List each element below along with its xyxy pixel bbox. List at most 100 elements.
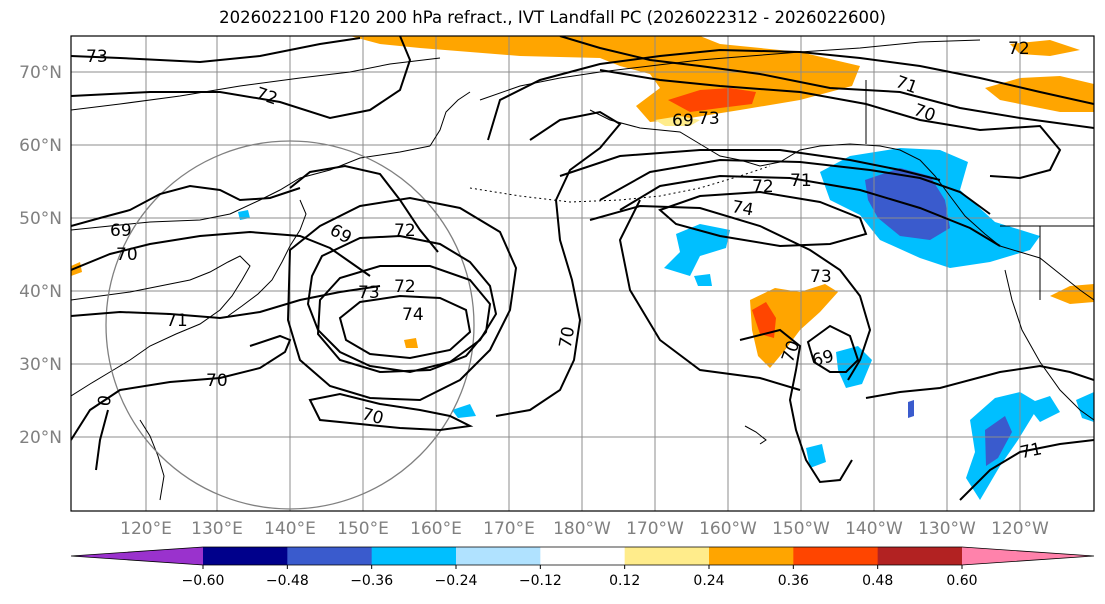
contour-label: 72 bbox=[253, 84, 280, 110]
positive-anomaly-east bbox=[1050, 284, 1094, 304]
contour-70-south-mid bbox=[618, 199, 801, 391]
positive-anomaly-arctic-core bbox=[668, 88, 756, 112]
lon-label: 120°E bbox=[120, 519, 172, 539]
colorbar-tick-label: −0.48 bbox=[266, 573, 309, 589]
contour-label: 70 bbox=[206, 371, 228, 391]
colorbar-segment bbox=[709, 547, 794, 565]
contour-70-center bbox=[495, 110, 622, 417]
contour-71-west bbox=[71, 285, 381, 320]
latitude-labels: 70°N 60°N 50°N 40°N 30°N 20°N bbox=[19, 63, 62, 448]
contour-label: 69 bbox=[326, 220, 355, 248]
colorbar-extend-low bbox=[71, 547, 203, 565]
lon-label: 160°E bbox=[410, 519, 462, 539]
lat-label: 40°N bbox=[19, 282, 62, 302]
coast-philippines bbox=[139, 419, 165, 501]
colorbar-tick-label: −0.12 bbox=[519, 573, 562, 589]
colorbar-segment bbox=[287, 547, 373, 565]
negative-anomaly-south bbox=[836, 346, 872, 388]
lon-label: 170°W bbox=[626, 519, 684, 539]
contour-70-ring bbox=[286, 196, 518, 402]
negative-anomaly-central-2 bbox=[694, 274, 712, 286]
contour-71-arctic bbox=[559, 36, 1094, 129]
contour-72-north bbox=[71, 36, 412, 120]
contour-70-mid bbox=[739, 328, 853, 484]
positive-anomaly-arctic-edge bbox=[655, 116, 700, 126]
colorbar-segment bbox=[877, 547, 963, 565]
positive-anomaly-west-edge bbox=[71, 262, 82, 276]
negative-anomaly-south-5 bbox=[1076, 392, 1094, 422]
lon-label: 160°W bbox=[699, 519, 757, 539]
contour-label: 72 bbox=[1008, 39, 1030, 59]
colorbar-tick-label: −0.60 bbox=[182, 573, 225, 589]
contour-label: 0 bbox=[94, 394, 116, 408]
contour-label: 72 bbox=[394, 277, 416, 297]
colorbar-segment bbox=[203, 547, 288, 565]
contour-label: 69 bbox=[672, 111, 694, 131]
lat-label: 20°N bbox=[19, 428, 62, 448]
contour-label: 71 bbox=[790, 171, 812, 191]
contour-70-arctic bbox=[599, 69, 1062, 180]
contour-71-east bbox=[559, 149, 941, 181]
lon-label: 140°W bbox=[845, 519, 903, 539]
colorbar-extend-high bbox=[962, 547, 1094, 565]
coast-arctic bbox=[479, 39, 981, 101]
contour-71-southeast-2 bbox=[959, 439, 1094, 501]
lat-label: 70°N bbox=[19, 63, 62, 83]
figure-title: 2026022100 F120 200 hPa refract., IVT La… bbox=[219, 8, 886, 27]
colorbar-tick-label: −0.36 bbox=[350, 573, 393, 589]
negative-anomaly-small-2 bbox=[452, 404, 476, 418]
contour-69-japan bbox=[289, 164, 439, 253]
contour-71-south-east bbox=[865, 364, 1094, 399]
lon-label: 130°E bbox=[191, 519, 243, 539]
coast-japan bbox=[227, 199, 307, 317]
refractivity-contours bbox=[71, 36, 1094, 501]
contour-label: 70 bbox=[116, 245, 138, 265]
colorbar-tick-label: −0.24 bbox=[435, 573, 478, 589]
coast-hawaii bbox=[744, 425, 767, 445]
coast-asia-east bbox=[71, 145, 431, 231]
longitude-labels: 120°E 130°E 140°E 150°E 160°E 170°E 180°… bbox=[120, 519, 1049, 539]
contour-label: 69 bbox=[110, 221, 132, 241]
contour-west-0 bbox=[95, 409, 109, 471]
graticule bbox=[71, 36, 1094, 511]
contour-73-east bbox=[619, 174, 1001, 247]
colorbar-tick-label: 0.24 bbox=[693, 573, 724, 589]
negative-anomaly-central bbox=[664, 224, 730, 276]
contour-73-north bbox=[71, 37, 361, 64]
contour-74-east bbox=[658, 190, 868, 248]
contour-label: 69 bbox=[810, 346, 836, 371]
colorbar-tick-label: 0.12 bbox=[609, 573, 640, 589]
contour-label: 73 bbox=[810, 267, 832, 287]
coastlines bbox=[71, 39, 1094, 501]
negative-anomaly-south-3 bbox=[1026, 396, 1060, 422]
lat-label: 50°N bbox=[19, 209, 62, 229]
contour-label: 71 bbox=[893, 72, 920, 98]
colorbar: −0.60 −0.48 −0.36 −0.24 −0.12 0.12 0.24 0.36 0.4… bbox=[70, 546, 1095, 589]
contour-labels: 73 72 72 69 69 70 69 73 72 74 71 70 70 0… bbox=[86, 39, 1044, 463]
lat-label: 60°N bbox=[19, 136, 62, 156]
contour-73-mid bbox=[589, 204, 872, 381]
range-ring bbox=[105, 140, 475, 510]
contour-72-arctic bbox=[487, 48, 1094, 141]
map-frame bbox=[70, 35, 1095, 512]
colorbar-tick-label: 0.60 bbox=[946, 573, 977, 589]
colorbar-segment bbox=[456, 547, 541, 565]
coast-asia-north bbox=[71, 57, 441, 111]
contour-72-east bbox=[599, 158, 991, 215]
contour-73-ring bbox=[316, 265, 492, 374]
colorbar-segment bbox=[793, 547, 879, 565]
lon-label: 140°E bbox=[264, 519, 316, 539]
contour-label: 71 bbox=[1018, 439, 1043, 463]
lon-label: 150°E bbox=[337, 519, 389, 539]
coast-korea-china bbox=[71, 255, 251, 397]
contour-label: 72 bbox=[394, 221, 416, 241]
coast-kamchatka bbox=[429, 91, 471, 147]
lon-label: 130°W bbox=[918, 519, 976, 539]
contour-label: 71 bbox=[166, 311, 188, 331]
negative-anomaly-south-core bbox=[985, 416, 1012, 466]
negative-anomaly-south-6 bbox=[908, 400, 914, 418]
colorbar-segment bbox=[624, 547, 710, 565]
colorbar-segment bbox=[540, 547, 626, 565]
contour-72-ring bbox=[306, 234, 498, 374]
